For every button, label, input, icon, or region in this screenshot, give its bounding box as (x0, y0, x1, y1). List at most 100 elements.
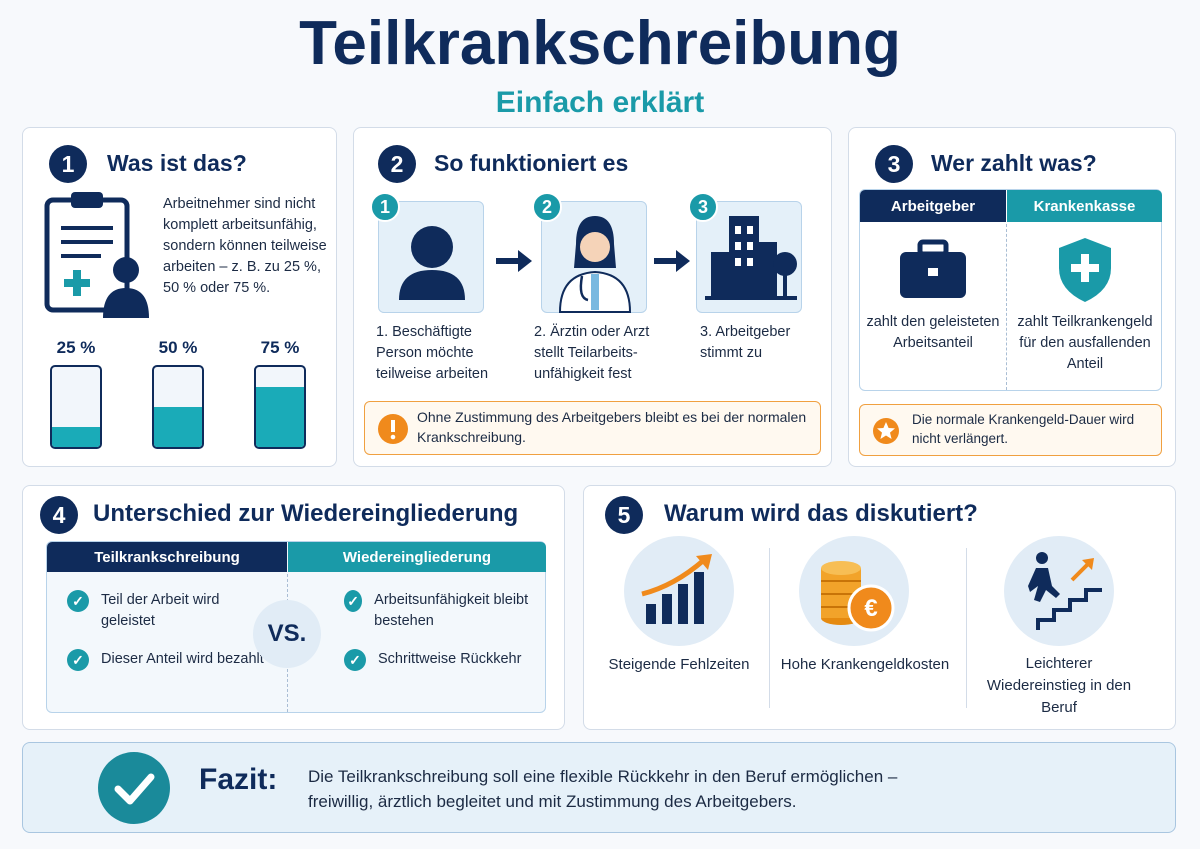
check-badge (98, 752, 170, 824)
arrow (654, 250, 690, 272)
decoration (411, 226, 453, 268)
decoration (821, 561, 861, 575)
decoration (64, 279, 90, 287)
list-item: Teil der Arbeit wird geleistet (100, 592, 220, 630)
decoration (783, 272, 787, 296)
decoration (103, 288, 149, 318)
step-box (541, 201, 647, 313)
panel-discussion: 5 Warum wird das diskutiert? € Steigende… (583, 485, 1176, 730)
column-text: zahlt den geleisteten Arbeitsanteil (866, 314, 1000, 352)
decoration (558, 216, 632, 313)
reason: Hohe Krankengeldkosten (780, 656, 950, 673)
panel-who-pays: 3 Wer zahlt was? Arbeitgeber Krankenkass… (848, 127, 1176, 467)
level-fill (52, 427, 100, 447)
decoration (1082, 558, 1094, 570)
decoration (391, 420, 395, 432)
decoration (705, 296, 797, 300)
decoration (496, 250, 532, 272)
decoration (847, 584, 895, 632)
conclusion: Fazit: Die Teilkrankschreibung soll eine… (22, 742, 1176, 833)
step-text: 1. Beschäftigte Person möchte teilweise … (376, 324, 489, 383)
reason: Leichterer Wiedereinstieg in den Beruf (986, 655, 1132, 716)
decoration (1071, 264, 1099, 272)
level-bar (254, 365, 306, 449)
decoration (1070, 562, 1090, 582)
level-label: 25 % (56, 338, 96, 357)
check-icon: ✓ (67, 649, 89, 671)
decoration: ✓ Teil der Arbeit wird geleistet (67, 590, 277, 632)
list-item: Dieser Anteil wird bezahlt (101, 651, 264, 667)
level-bar (152, 365, 204, 449)
reason: Steigende Fehlzeiten (608, 656, 750, 673)
decoration (591, 274, 599, 310)
decoration (580, 232, 610, 262)
clipboard-icon (44, 192, 149, 318)
decoration (696, 554, 712, 570)
decoration: ✓ Schrittweise Rückkehr (344, 649, 554, 671)
decoration (1036, 588, 1102, 630)
step-number: 1 (370, 192, 400, 222)
level-fill (256, 387, 304, 447)
decoration (747, 226, 753, 234)
column-header: Arbeitgeber (860, 190, 1006, 222)
decoration (694, 572, 704, 624)
section-number: 3 (875, 145, 913, 183)
decoration (735, 226, 741, 234)
decoration (98, 752, 170, 824)
column-header: Teilkrankschreibung (47, 542, 287, 572)
step-text: 3. Arbeitgeber stimmt zu (700, 324, 791, 362)
section-title: Warum wird das diskutiert? (664, 500, 978, 527)
compare-table: Teilkrankschreibung Wiedereingliederung … (46, 541, 546, 713)
decoration (71, 192, 103, 208)
section-title: So funktioniert es (434, 150, 629, 176)
section-title: Wer zahlt was? (931, 150, 1097, 176)
decoration: € (864, 595, 877, 622)
panel-difference: 4 Unterschied zur Wiedereingliederung Te… (22, 485, 565, 730)
note: Ohne Zustimmung des Arbeitgebers bleibt … (364, 401, 821, 455)
step-text: 2. Ärztin oder Arzt stellt Teilarbeits-u… (534, 324, 650, 383)
decoration (705, 216, 797, 300)
chart-icon (624, 536, 734, 646)
list-item: Arbeitsunfähigkeit bleibt bestehen (374, 592, 529, 630)
decoration (873, 418, 899, 444)
level-fill (154, 407, 202, 447)
check-icon: ✓ (67, 590, 89, 612)
step-number: 2 (532, 192, 562, 222)
decoration (678, 584, 688, 624)
decoration (641, 558, 706, 597)
step-number: 3 (688, 192, 718, 222)
panel-how: 2 So funktioniert es 1 2 3 1. Beschäftig… (353, 127, 832, 467)
decoration (773, 252, 797, 276)
section-text: Arbeitnehmer sind nicht komplett arbeits… (163, 196, 327, 297)
shield-icon (1059, 238, 1111, 302)
decoration (114, 773, 155, 805)
section-number: 5 (605, 496, 643, 534)
decoration (735, 258, 741, 266)
panel-what: 1 Was ist das? Arbeitnehmer sind nicht k… (22, 127, 337, 467)
note-text: Ohne Zustimmung des Arbeitgebers bleibt … (417, 409, 807, 445)
conclusion-text: Die Teilkrankschreibung soll eine flexib… (308, 767, 898, 811)
coins-icon: € (799, 536, 909, 646)
briefcase-icon (900, 239, 966, 298)
section-title: Was ist das? (107, 150, 247, 176)
decoration (966, 548, 967, 708)
arrow (496, 250, 532, 272)
decoration (399, 270, 465, 300)
stairs-icon (1004, 536, 1114, 646)
section-number: 1 (49, 145, 87, 183)
step-box (378, 201, 484, 313)
list-item: Schrittweise Rückkehr (378, 651, 522, 667)
decoration (711, 252, 733, 296)
versus: VS. (253, 600, 321, 668)
section-number: 4 (40, 496, 78, 534)
check-icon: ✓ (344, 649, 366, 671)
section-title: Unterschied zur Wiedereingliederung (93, 500, 519, 527)
decoration (646, 604, 656, 624)
decoration (759, 242, 777, 296)
column-header: Krankenkasse (1007, 190, 1162, 222)
decoration (390, 434, 396, 440)
decoration (928, 268, 938, 276)
decoration (747, 242, 753, 250)
decoration (735, 242, 741, 250)
